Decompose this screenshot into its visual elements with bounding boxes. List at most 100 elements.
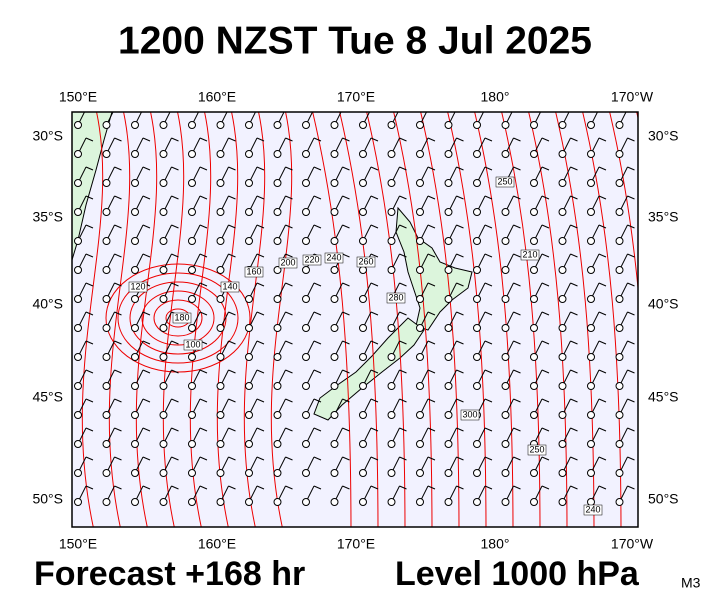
station (444, 469, 453, 477)
station (302, 469, 310, 477)
wind-barb (484, 224, 493, 229)
station (102, 237, 111, 245)
station (131, 382, 139, 390)
wind-barb (228, 311, 236, 316)
station (416, 150, 424, 158)
station (387, 208, 396, 216)
wind-barb (570, 253, 578, 258)
wind-barb (199, 369, 208, 374)
contour-label: 210 (522, 249, 537, 259)
station (587, 469, 595, 477)
wind-barb (114, 369, 122, 374)
station (473, 179, 481, 187)
station (216, 440, 225, 448)
station (273, 411, 282, 419)
wind-barb (598, 485, 607, 490)
lon-label: 160°E (198, 536, 236, 552)
station (102, 498, 111, 506)
station (245, 411, 253, 419)
wind-barb (627, 485, 635, 490)
station (188, 440, 196, 448)
station (416, 266, 424, 274)
station (444, 266, 453, 274)
station (302, 150, 310, 158)
station (131, 469, 139, 477)
station (74, 498, 82, 506)
contour-label: 120 (130, 281, 145, 291)
contour-label: 240 (585, 504, 600, 514)
lon-label: 180° (481, 536, 510, 552)
station (615, 382, 624, 390)
wind-barb (142, 369, 151, 374)
wind-barb (228, 456, 236, 461)
wind-barb (541, 253, 550, 258)
wind-barb (199, 137, 208, 142)
lat-label: 45°S (32, 389, 63, 405)
wind-barb (342, 485, 350, 490)
station (302, 121, 310, 129)
station (131, 266, 139, 274)
wind-barb (541, 224, 550, 229)
wind-barb (370, 340, 379, 345)
wind-barb (598, 137, 607, 142)
station (330, 121, 339, 129)
wind-barb (171, 369, 179, 374)
contour-label-bg (386, 292, 406, 304)
station (558, 440, 567, 448)
station (359, 237, 367, 245)
station (159, 150, 168, 158)
station (131, 353, 139, 361)
station (387, 237, 396, 245)
wind-barb (541, 166, 550, 171)
wind-barb (484, 166, 493, 171)
wind-barb (342, 195, 350, 200)
wind-barb (199, 398, 208, 403)
station (558, 179, 567, 187)
wind-barb (85, 224, 94, 229)
lon-label: 160°E (198, 89, 236, 105)
lat-label: 40°S (32, 296, 63, 312)
wind-barb (627, 253, 635, 258)
wind-barb (285, 137, 293, 142)
wind-barb (456, 224, 464, 229)
station (530, 382, 538, 390)
station (330, 295, 339, 303)
wind-barb (399, 369, 407, 374)
wind-barb (513, 340, 521, 345)
wind-barb (342, 137, 350, 142)
wind-barb (114, 485, 122, 490)
isobar (81, 112, 104, 527)
wind-barb (456, 398, 464, 403)
station (501, 498, 510, 506)
wind-barb (285, 427, 293, 432)
wind-barb (456, 311, 464, 316)
lat-label: 40°S (648, 296, 679, 312)
wind-barb (598, 398, 607, 403)
contour-label-bg (183, 339, 203, 351)
wind-barb (142, 224, 151, 229)
wind-barb (285, 340, 293, 345)
wind-barb (342, 340, 350, 345)
lon-label: 170°E (337, 536, 375, 552)
station (416, 121, 424, 129)
wind-barb (85, 137, 94, 142)
station (444, 179, 453, 187)
wind-barb (285, 166, 293, 171)
station (615, 295, 624, 303)
wind-barb (541, 456, 550, 461)
station (530, 469, 538, 477)
wind-barb (513, 485, 521, 490)
wind-barb (313, 166, 322, 171)
station (615, 498, 624, 506)
station (501, 353, 510, 361)
station (473, 266, 481, 274)
wind-barb (427, 456, 436, 461)
station (131, 440, 139, 448)
wind-barb (513, 427, 521, 432)
station (74, 266, 82, 274)
wind-barb (427, 253, 436, 258)
wind-barb (399, 456, 407, 461)
contour-label-bg (278, 257, 298, 269)
wind-barb (142, 485, 151, 490)
lat-label: 50°S (32, 491, 63, 507)
